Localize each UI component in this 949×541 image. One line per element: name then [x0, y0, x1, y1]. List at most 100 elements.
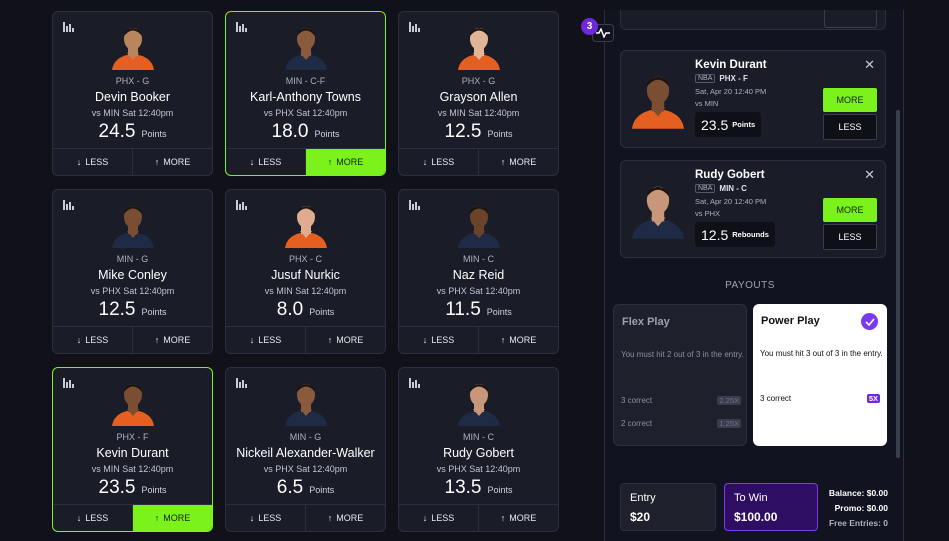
league-badge: NBA	[695, 74, 716, 83]
arrow-up-icon: ↑	[327, 513, 333, 523]
team-position: PHX - G	[115, 76, 150, 86]
arrow-down-icon: ↓	[422, 513, 428, 523]
player-name: Kevin Durant	[96, 446, 169, 460]
less-button[interactable]: ↓ LESS	[422, 157, 455, 167]
stats-icon[interactable]	[236, 200, 248, 210]
balance-info: Balance: $0.00 Promo: $0.00 Free Entries…	[828, 488, 888, 528]
less-button[interactable]: ↓ LESS	[76, 513, 109, 523]
player-name: Rudy Gobert	[695, 169, 765, 181]
team-position: MIN - C	[463, 432, 494, 442]
flex-play-option[interactable]: Flex Play You must hit 2 out of 3 in the…	[613, 304, 747, 446]
projection-card[interactable]: PHX - G Devin Booker vs MIN Sat 12:40pm …	[52, 11, 213, 176]
projection-card[interactable]: MIN - C Rudy Gobert vs PHX Sat 12:40pm 1…	[398, 367, 559, 532]
more-button[interactable]: ↑ MORE	[305, 505, 385, 531]
power-play-description: You must hit 3 out of 3 in the entry.	[760, 349, 883, 358]
player-headshot	[454, 378, 504, 426]
team-position: PHX - F	[719, 74, 748, 83]
less-button[interactable]: ↓ LESS	[249, 513, 282, 523]
arrow-up-icon: ↑	[154, 335, 160, 345]
payouts-heading: PAYOUTS	[725, 280, 775, 291]
stats-icon[interactable]	[409, 200, 421, 210]
projection-card[interactable]: PHX - G Grayson Allen vs MIN Sat 12:40pm…	[398, 11, 559, 176]
previous-pick-button[interactable]	[824, 10, 877, 28]
projection-card[interactable]: MIN - C Naz Reid vs PHX Sat 12:40pm 11.5…	[398, 189, 559, 354]
less-button[interactable]: LESS	[823, 224, 877, 250]
stats-icon[interactable]	[63, 200, 75, 210]
close-icon[interactable]: ✕	[864, 167, 875, 182]
player-headshot	[281, 200, 331, 248]
player-name: Naz Reid	[452, 268, 505, 282]
more-button[interactable]: ↑ MORE	[305, 327, 385, 353]
projection-line: 8.0 Points	[276, 299, 335, 320]
player-name: Jusuf Nurkic	[271, 268, 340, 282]
projection-line: 6.5 Points	[276, 477, 335, 498]
more-button[interactable]: ↑ MORE	[478, 149, 558, 175]
player-headshot	[627, 69, 689, 129]
player-name: Karl-Anthony Towns	[250, 90, 361, 104]
player-name: Rudy Gobert	[443, 446, 514, 460]
more-button[interactable]: MORE	[823, 88, 877, 112]
less-button[interactable]: ↓ LESS	[249, 157, 282, 167]
player-headshot	[108, 200, 158, 248]
close-icon[interactable]: ✕	[864, 57, 875, 72]
arrow-down-icon: ↓	[76, 335, 82, 345]
arrow-up-icon: ↑	[500, 157, 506, 167]
power-play-option[interactable]: Power Play You must hit 3 out of 3 in th…	[753, 304, 887, 446]
matchup: vs PHX	[695, 209, 721, 218]
matchup: vs PHX Sat 12:40pm	[436, 286, 521, 296]
multiplier-badge: 1.25X	[717, 419, 741, 428]
projection-card[interactable]: MIN - G Nickeil Alexander-Walker vs PHX …	[225, 367, 386, 532]
entry-amount-field[interactable]: Entry $20	[620, 483, 716, 531]
more-button[interactable]: ↑ MORE	[132, 327, 212, 353]
lineup-pick-card: Rudy Gobert NBA MIN - C Sat, Apr 20 12:40…	[620, 160, 886, 258]
previous-pick-card	[620, 10, 886, 30]
more-button[interactable]: ↑ MORE	[305, 149, 385, 175]
stats-icon[interactable]	[409, 22, 421, 32]
projection-card[interactable]: PHX - F Kevin Durant vs MIN Sat 12:40pm …	[52, 367, 213, 532]
stats-icon[interactable]	[63, 378, 75, 388]
projection-card[interactable]: PHX - C Jusuf Nurkic vs MIN Sat 12:40pm …	[225, 189, 386, 354]
projection-card[interactable]: MIN - G Mike Conley vs PHX Sat 12:40pm 1…	[52, 189, 213, 354]
less-button[interactable]: ↓ LESS	[76, 335, 109, 345]
projection-line: 18.0 Points	[271, 121, 340, 142]
multiplier-badge: 5X	[866, 394, 880, 403]
player-headshot	[108, 378, 158, 426]
more-button[interactable]: ↑ MORE	[478, 327, 558, 353]
less-button[interactable]: ↓ LESS	[422, 513, 455, 523]
arrow-up-icon: ↑	[327, 335, 333, 345]
projection-line: 13.5 Points	[444, 477, 513, 498]
checkmark-icon	[861, 313, 878, 330]
player-headshot	[454, 22, 504, 70]
player-name: Mike Conley	[98, 268, 167, 282]
more-button[interactable]: ↑ MORE	[132, 149, 212, 175]
less-button[interactable]: LESS	[823, 114, 877, 140]
matchup: vs MIN Sat 12:40pm	[264, 286, 347, 296]
matchup: vs PHX Sat 12:40pm	[263, 108, 348, 118]
arrow-down-icon: ↓	[249, 335, 255, 345]
scrollbar[interactable]	[896, 110, 900, 458]
team-position: PHX - F	[116, 432, 149, 442]
more-button[interactable]: MORE	[823, 198, 877, 222]
projection-line: 12.5 Points	[444, 121, 513, 142]
arrow-up-icon: ↑	[500, 335, 506, 345]
more-button[interactable]: ↑ MORE	[478, 505, 558, 531]
stats-icon[interactable]	[63, 22, 75, 32]
stats-icon[interactable]	[236, 22, 248, 32]
pick-count-badge: 3	[581, 18, 598, 35]
power-play-title: Power Play	[761, 315, 820, 327]
stats-icon[interactable]	[409, 378, 421, 388]
more-button[interactable]: ↑ MORE	[132, 505, 212, 531]
projection-card[interactable]: MIN - C-F Karl-Anthony Towns vs PHX Sat …	[225, 11, 386, 176]
team-position: PHX - G	[461, 76, 496, 86]
arrow-down-icon: ↓	[422, 335, 428, 345]
lineup-pick-card: Kevin Durant NBA PHX - F Sat, Apr 20 12:4…	[620, 50, 886, 148]
team-position: MIN - C	[719, 184, 747, 193]
matchup: vs MIN Sat 12:40pm	[91, 464, 174, 474]
stats-icon[interactable]	[236, 378, 248, 388]
projection-line: 12.5 Points	[98, 299, 167, 320]
less-button[interactable]: ↓ LESS	[76, 157, 109, 167]
less-button[interactable]: ↓ LESS	[422, 335, 455, 345]
projection-line: 24.5 Points	[98, 121, 167, 142]
player-headshot	[281, 378, 331, 426]
less-button[interactable]: ↓ LESS	[249, 335, 282, 345]
